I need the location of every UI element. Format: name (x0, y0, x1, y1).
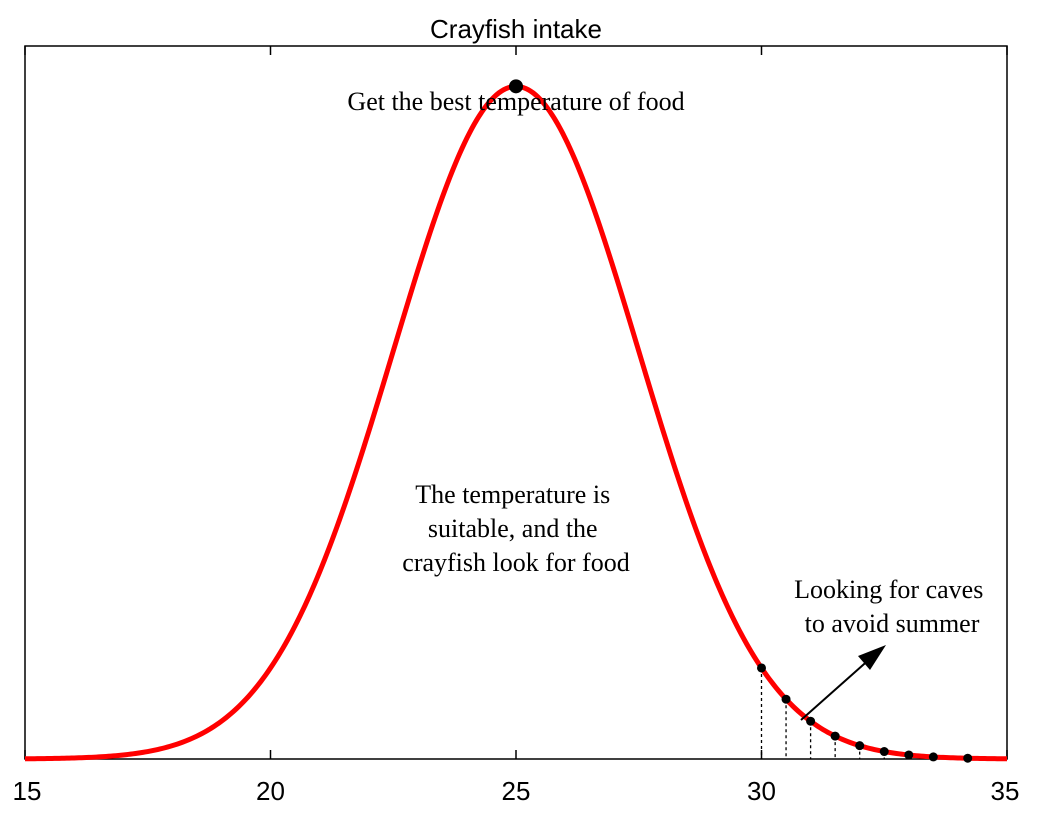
plot-frame (24, 45, 1008, 760)
suitable-annotation: The temperature is suitable, and the cra… (402, 480, 629, 577)
marked-point (830, 731, 840, 741)
marked-points (757, 663, 973, 763)
peak-annotation: Get the best temperature of food (347, 87, 684, 116)
peak-point (509, 79, 523, 94)
suitable-line-2: suitable, and the (428, 514, 598, 543)
marked-point (757, 663, 766, 673)
x-axis-ticks: 15 20 25 30 35 (13, 46, 1020, 806)
marked-point (928, 752, 938, 762)
caves-annotation: Looking for caves to avoid summer (794, 575, 990, 638)
marked-point (963, 753, 973, 763)
marked-point (879, 747, 889, 757)
suitable-line-3: crayfish look for food (402, 548, 629, 577)
chart-title: Crayfish intake (430, 14, 602, 44)
marked-point (904, 750, 914, 760)
marked-point (855, 741, 865, 751)
x-tick-label: 15 (13, 776, 42, 806)
arrow-icon (800, 645, 886, 721)
caves-line-1: Looking for caves (794, 575, 983, 604)
x-tick-label: 20 (256, 776, 285, 806)
x-tick-label: 25 (502, 776, 531, 806)
x-tick-label: 35 (991, 776, 1020, 806)
x-tick-label: 30 (747, 776, 776, 806)
marked-point (781, 694, 791, 704)
suitable-line-1: The temperature is (415, 480, 610, 509)
marked-point (806, 716, 816, 726)
caves-line-2: to avoid summer (805, 609, 980, 638)
